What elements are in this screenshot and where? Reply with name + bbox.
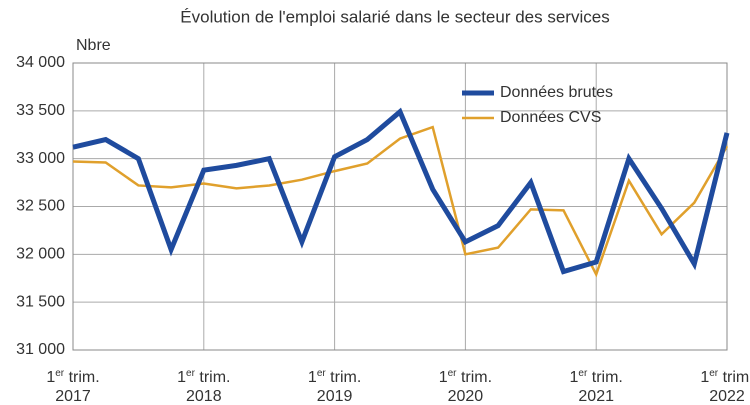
x-tick-label: 1er trim.2022 xyxy=(700,368,750,405)
y-tick-label: 33 000 xyxy=(16,150,65,167)
y-tick-label: 32 500 xyxy=(16,198,65,215)
y-tick-label: 31 000 xyxy=(16,341,65,358)
line-series xyxy=(72,125,729,278)
legend-label: Données CVS xyxy=(500,109,601,126)
y-tick-label: 32 000 xyxy=(16,246,65,263)
y-tick-label: 34 000 xyxy=(16,54,65,71)
x-tick-label: 1er trim. 2019 xyxy=(308,368,361,405)
legend-label: Données brutes xyxy=(500,84,613,101)
x-tick-label: 1er trim. 2020 xyxy=(439,368,492,405)
plot-frame xyxy=(72,62,728,351)
line-series xyxy=(72,107,730,275)
x-tick-label: 1er trim. 2021 xyxy=(570,368,623,405)
x-tick-label: 1er trim. 2018 xyxy=(177,368,230,405)
chart-title: Évolution de l'emploi salarié dans le se… xyxy=(180,7,609,26)
y-tick-label: 33 500 xyxy=(16,102,65,119)
y-tick-label: 31 500 xyxy=(16,293,65,310)
x-tick-label: 1er trim. 2017 xyxy=(46,368,99,405)
y-axis-label: Nbre xyxy=(76,37,111,54)
